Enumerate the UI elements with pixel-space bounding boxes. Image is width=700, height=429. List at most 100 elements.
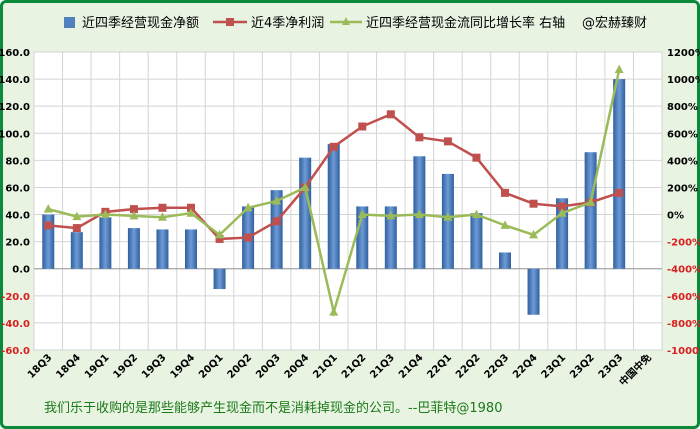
- y-left-tick-label: 40.0: [5, 211, 30, 222]
- growth-point: [557, 208, 567, 217]
- x-tick-label: 22Q2: [454, 352, 483, 381]
- bar: [556, 198, 569, 269]
- profit-point: [501, 188, 509, 197]
- legend-label-bar: 近四季经营现金净额: [82, 15, 199, 31]
- profit-point: [44, 221, 53, 230]
- y-right-tick-label: -800%: [667, 319, 700, 330]
- y-right-tick-label: -200%: [667, 238, 700, 249]
- growth-point: [614, 64, 624, 74]
- x-tick-label: 21Q2: [340, 352, 369, 381]
- bar: [213, 268, 226, 290]
- y-left-tick-label: 140.0: [0, 75, 30, 86]
- profit-point: [72, 224, 81, 233]
- bar: [70, 232, 83, 269]
- y-left-tick-label: 100.0: [0, 129, 30, 140]
- x-tick-label: 21Q4: [397, 352, 426, 381]
- profit-point: [386, 110, 395, 119]
- y-right-tick-label: -1000%: [667, 346, 700, 357]
- legend-marker-growth: [342, 17, 350, 25]
- growth-point: [272, 196, 282, 205]
- y-right-tick-label: -400%: [667, 265, 700, 276]
- growth-point: [586, 197, 596, 206]
- bar: [613, 79, 626, 269]
- y-right-tick-label: 1200%: [667, 48, 700, 59]
- right-axis: -1000% -800% -600% -400% -200% 0% 200% 400% 600%…: [667, 48, 700, 357]
- profit-point: [244, 233, 253, 242]
- x-tick-label: 18Q4: [54, 352, 83, 381]
- left-axis: -60.0 -40.0 -20.0 0.0 20.0 40.0 60.0 80.0 100.0 1…: [0, 48, 30, 357]
- x-tick-label: 中国中免: [616, 351, 653, 388]
- profit-point: [472, 153, 481, 162]
- y-right-tick-label: -600%: [667, 292, 700, 303]
- legend: 近四季经营现金净额 近4季净利润 近四季经营现金流同比增长率 右轴 @宏赫臻财: [64, 15, 647, 31]
- profit-point: [443, 137, 452, 146]
- growth-point: [386, 210, 396, 220]
- profit-point: [329, 142, 338, 151]
- bar: [441, 173, 454, 269]
- legend-label-growth: 近四季经营现金流同比增长率 右轴: [366, 15, 565, 31]
- y-right-tick-label: 1000%: [667, 75, 700, 86]
- x-tick-label: 22Q1: [425, 352, 454, 381]
- growth-point: [471, 209, 481, 219]
- x-tick-label: 18Q3: [26, 352, 55, 381]
- profit-point: [529, 199, 538, 208]
- growth-point: [43, 204, 53, 213]
- x-axis: 18Q3 18Q4 19Q1 19Q2 19Q3 19Q4 20Q1 20Q2 20Q3 20Q4…: [26, 351, 654, 388]
- x-tick-label: 20Q1: [197, 352, 226, 381]
- y-left-tick-label: 160.0: [0, 48, 30, 59]
- x-tick-label: 19Q3: [140, 352, 169, 381]
- y-left-tick-label: -40.0: [1, 319, 30, 330]
- legend-label-profit: 近4季净利润: [251, 16, 324, 31]
- x-tick-label: 19Q2: [111, 352, 140, 381]
- x-tick-label: 22Q4: [511, 352, 540, 381]
- y-left-tick-label: 120.0: [0, 102, 30, 113]
- y-right-tick-label: 600%: [667, 129, 698, 140]
- x-tick-label: 23Q2: [568, 352, 597, 381]
- growth-point: [357, 209, 367, 219]
- x-tick-label: 19Q1: [83, 352, 112, 381]
- y-right-tick-label: 0%: [667, 211, 684, 222]
- profit-point: [558, 202, 567, 211]
- growth-point: [243, 202, 253, 212]
- y-right-tick-label: 400%: [667, 156, 698, 167]
- profit-point: [158, 203, 167, 212]
- x-tick-label: 22Q3: [483, 352, 512, 381]
- bar: [470, 213, 483, 269]
- growth-point: [329, 307, 339, 316]
- footer-quote: 我们乐于收购的是那些能够产生现金而不是消耗掉现金的公司。--巴菲特@1980: [44, 401, 503, 416]
- bar: [42, 214, 55, 269]
- bar: [327, 144, 340, 269]
- profit-point: [615, 188, 624, 197]
- growth-point: [443, 212, 453, 221]
- y-right-tick-label: 200%: [667, 183, 698, 194]
- bar: [527, 268, 540, 315]
- y-left-tick-label: 0.0: [12, 265, 30, 276]
- y-left-tick-label: 20.0: [5, 238, 30, 249]
- y-left-tick-label: 80.0: [5, 156, 30, 167]
- growth-point: [215, 229, 225, 239]
- x-tick-label: 23Q1: [540, 352, 569, 381]
- x-tick-label: 20Q3: [254, 352, 283, 381]
- growth-point: [186, 208, 196, 217]
- profit-point: [187, 203, 195, 212]
- y-left-tick-label: 60.0: [5, 183, 30, 194]
- y-left-tick-label: -60.0: [1, 346, 30, 357]
- bar: [156, 229, 169, 269]
- x-tick-label: 21Q1: [311, 352, 340, 381]
- x-tick-label: 20Q2: [226, 352, 255, 381]
- bar: [356, 206, 369, 269]
- profit-point: [272, 217, 281, 226]
- growth-point: [414, 209, 424, 219]
- bar: [384, 206, 397, 269]
- bar: [99, 217, 112, 269]
- growth-point: [100, 209, 110, 219]
- y-right-tick-label: 800%: [667, 102, 698, 113]
- profit-point: [215, 234, 224, 243]
- line-series: [43, 64, 624, 318]
- profit-point: [358, 122, 367, 131]
- growth-point: [157, 212, 167, 221]
- y-left-tick-label: -20.0: [1, 292, 30, 303]
- profit-point: [415, 133, 424, 142]
- bar: [185, 229, 197, 269]
